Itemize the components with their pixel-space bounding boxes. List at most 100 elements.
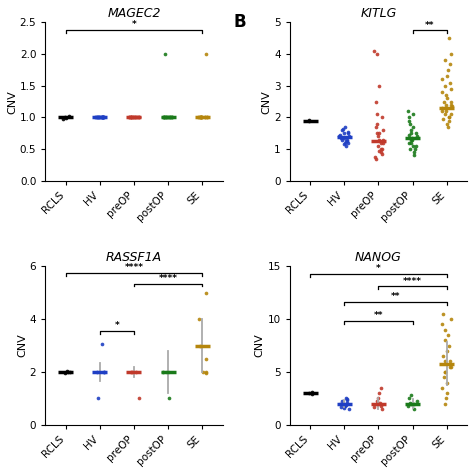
Text: **: ** [425,20,434,29]
Point [444,66,451,74]
Point [377,402,385,410]
Point [126,114,133,121]
Point [447,101,455,109]
Point [345,139,352,146]
Title: RASSF1A: RASSF1A [106,251,162,264]
Point [439,352,447,360]
Point [131,114,139,121]
Point [374,394,381,402]
Point [98,114,106,121]
Point [447,79,454,86]
Point [447,50,455,58]
Point [410,148,418,156]
Point [161,114,168,121]
Point [409,110,417,118]
Point [441,110,449,118]
Point [165,114,173,121]
Point [442,107,449,115]
Text: ****: **** [158,273,178,283]
Point [440,115,447,123]
Point [410,152,417,159]
Point [197,114,204,121]
Point [344,129,352,137]
Point [370,47,378,55]
Point [166,114,173,121]
Point [374,133,382,140]
Point [374,110,381,118]
Point [438,104,446,112]
Point [308,390,316,398]
Point [94,394,101,402]
Point [412,142,419,150]
Point [92,114,100,121]
Point [98,340,106,348]
Point [59,116,67,123]
Point [99,114,107,121]
Point [374,398,381,405]
Text: ****: **** [403,277,422,286]
Point [128,114,135,121]
Point [160,114,168,121]
Point [345,133,353,140]
Point [93,114,101,121]
Point [446,114,453,121]
Point [162,114,169,121]
Point [373,400,381,407]
Point [162,114,169,121]
Point [100,114,108,121]
Text: *: * [115,321,119,330]
Point [445,117,453,124]
Point [100,114,107,121]
Point [337,403,345,410]
Text: **: ** [374,311,383,320]
Point [343,399,351,406]
Point [444,95,451,102]
Point [197,114,205,121]
Point [199,368,207,376]
Point [405,394,413,402]
Point [379,136,387,144]
Point [413,398,421,405]
Point [305,389,313,397]
Point [127,114,134,121]
Point [410,405,418,413]
Point [444,123,452,131]
Point [159,114,167,121]
Point [438,384,446,392]
Point [94,114,101,121]
Point [163,114,171,121]
Point [409,134,416,142]
Point [343,137,350,145]
Point [133,114,141,121]
Point [404,402,412,410]
Point [371,403,378,410]
Point [202,355,210,363]
Point [99,114,106,121]
Point [131,114,139,121]
Point [135,114,142,121]
Point [338,136,346,144]
Point [197,114,204,121]
Point [198,114,206,121]
Point [305,118,313,125]
Point [441,400,449,407]
Point [441,326,448,334]
Point [377,384,384,392]
Point [343,137,350,145]
Point [129,114,137,121]
Point [447,315,455,323]
Point [343,397,351,404]
Point [372,155,380,163]
Point [373,129,381,137]
Point [95,114,103,121]
Point [448,102,456,110]
Point [409,123,417,131]
Point [406,120,414,128]
Point [129,114,137,121]
Point [62,114,69,122]
Point [337,400,344,407]
Title: KITLG: KITLG [360,7,397,20]
Point [196,114,203,121]
Title: MAGEC2: MAGEC2 [107,7,161,20]
Point [341,123,349,131]
